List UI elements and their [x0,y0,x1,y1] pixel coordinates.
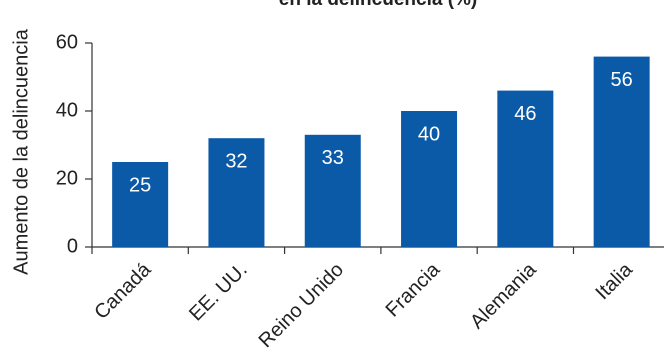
x-tick-label: Italia [591,258,637,304]
x-tick-label: Reino Unido [255,259,348,351]
bar [304,134,361,247]
value-label: 40 [418,123,440,145]
y-tick-label: 60 [56,31,78,53]
value-label: 46 [514,103,536,125]
y-axis-label: Aumento de la delincuencia [10,28,32,275]
value-label: 33 [322,147,344,169]
value-label: 56 [611,69,633,91]
y-tick-label: 20 [56,167,78,189]
y-tick-label: 40 [56,99,78,121]
y-tick-label: 0 [67,235,78,257]
bar [401,111,458,247]
x-tick-label: EE. UU. [185,259,252,326]
x-tick-label: Alemania [466,258,541,333]
bar [497,90,554,247]
bar [593,56,650,247]
bar [112,162,169,247]
chart-title: en la delincuencia (%) [279,0,478,10]
x-tick-label: Canadá [90,258,156,324]
bar [208,138,265,247]
value-label: 25 [129,174,151,196]
x-tick-label: Francia [382,258,445,321]
value-label: 32 [225,150,247,172]
